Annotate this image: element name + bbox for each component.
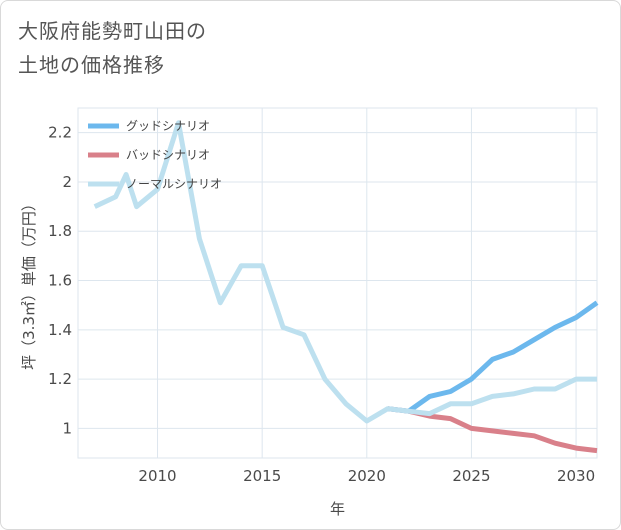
chart-title: 大阪府能勢町山田の 土地の価格推移 bbox=[18, 19, 207, 77]
y-tick-label: 2.2 bbox=[48, 124, 72, 142]
y-tick-label: 2 bbox=[62, 173, 72, 191]
y-axis-label: 坪（3.3㎡）単価（万円） bbox=[20, 196, 38, 370]
y-tick-label: 1.8 bbox=[48, 222, 72, 240]
y-tick-label: 1.2 bbox=[48, 370, 72, 388]
y-tick-label: 1.4 bbox=[48, 321, 72, 339]
x-axis-ticks: 2010 2015 2020 2025 2030 bbox=[138, 467, 595, 485]
grid bbox=[77, 107, 598, 459]
x-axis-label: 年 bbox=[330, 500, 345, 518]
series-line-3 bbox=[93, 120, 597, 424]
x-tick-label: 2030 bbox=[557, 467, 595, 485]
series-line-2 bbox=[387, 406, 598, 454]
legend-label: ノーマルシナリオ bbox=[126, 177, 222, 191]
y-tick-label: 1 bbox=[62, 419, 72, 437]
x-tick-label: 2025 bbox=[452, 467, 490, 485]
legend-label: グッドシナリオ bbox=[126, 119, 210, 133]
x-tick-label: 2020 bbox=[348, 467, 386, 485]
series-lines bbox=[93, 120, 599, 454]
x-tick-label: 2010 bbox=[138, 467, 176, 485]
plot-area bbox=[77, 107, 598, 459]
legend-label: バッドシナリオ bbox=[126, 148, 210, 162]
x-tick-label: 2015 bbox=[243, 467, 281, 485]
series-line-1 bbox=[387, 300, 599, 414]
y-axis-ticks: 1 1.2 1.4 1.6 1.8 2 2.2 bbox=[48, 124, 72, 438]
y-tick-label: 1.6 bbox=[48, 272, 72, 290]
